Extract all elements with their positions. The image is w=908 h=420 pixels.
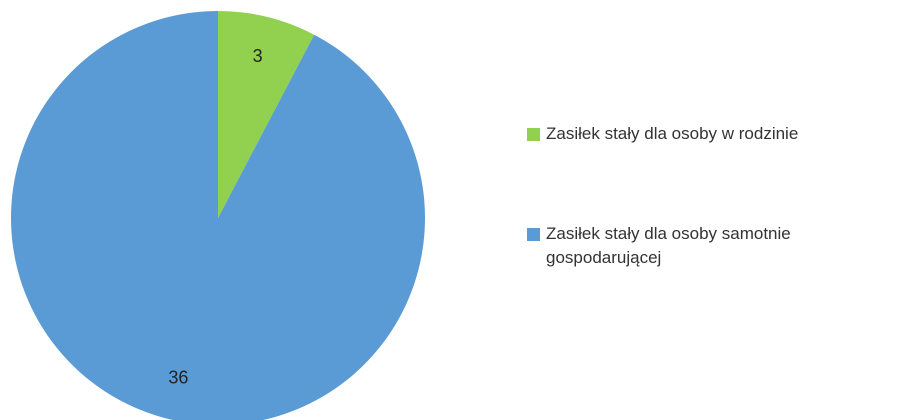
- pie-slice: [218, 11, 315, 218]
- legend-swatch: [527, 128, 540, 141]
- legend-item: Zasiłek stały dla osoby w rodzinie: [527, 122, 897, 146]
- legend-item: Zasiłek stały dla osoby samotnie gospoda…: [527, 222, 897, 270]
- legend-swatch: [527, 228, 540, 241]
- pie-slice: [11, 11, 425, 420]
- chart: 3 36: [11, 11, 425, 420]
- legend-label: Zasiłek stały dla osoby w rodzinie: [546, 124, 799, 143]
- data-label: 36: [168, 368, 188, 388]
- data-label: 3: [253, 46, 263, 66]
- legend-label: Zasiłek stały dla osoby samotnie gospoda…: [546, 224, 791, 267]
